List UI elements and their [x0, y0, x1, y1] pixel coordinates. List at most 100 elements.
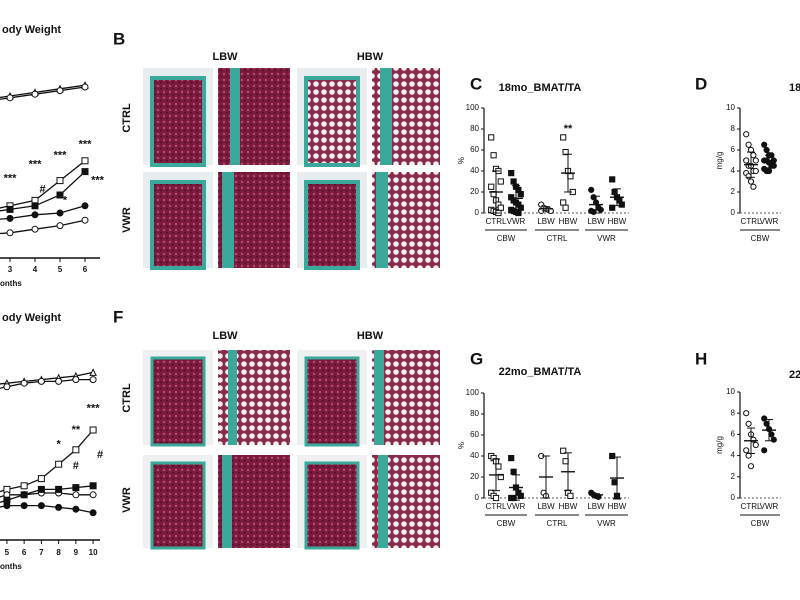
- data-point: [20, 379, 28, 387]
- chart-title: 18mo_BMAT/TA: [499, 82, 582, 94]
- data-point: [611, 188, 618, 196]
- category-label: VWR: [760, 502, 779, 511]
- data-point: [750, 152, 757, 159]
- significance-mark: *: [56, 438, 61, 450]
- row-label: CTRL: [121, 103, 133, 133]
- category-label: CTRL: [486, 502, 507, 511]
- data-point: [56, 177, 64, 185]
- data-point: [31, 90, 39, 98]
- data-point: [588, 186, 595, 193]
- data-point: [752, 157, 759, 164]
- data-point: [752, 441, 759, 449]
- column-label: HBW: [357, 51, 384, 63]
- group-label: CTRL: [547, 519, 568, 528]
- column-label: HBW: [357, 330, 384, 342]
- data-point: [37, 377, 45, 385]
- category-label: CTRL: [741, 502, 762, 511]
- panel-letter: B: [113, 29, 125, 48]
- data-point: [55, 460, 63, 468]
- x-tick-label: 5: [58, 265, 63, 274]
- y-tick-label: 6: [731, 430, 736, 439]
- data-point: [761, 141, 768, 148]
- row-label: VWR: [121, 207, 133, 233]
- data-point: [567, 492, 574, 499]
- series-line: [0, 378, 94, 389]
- data-point: [747, 178, 755, 185]
- panel-letter: F: [113, 307, 123, 326]
- significance-mark: ***: [79, 139, 93, 151]
- data-point: [56, 191, 64, 199]
- data-point: [768, 431, 775, 438]
- data-point: [6, 214, 14, 222]
- data-point: [562, 204, 569, 211]
- row-label: CTRL: [121, 383, 133, 413]
- chart-title: 18m: [789, 82, 800, 94]
- x-axis-label: onths: [0, 562, 22, 571]
- data-point: [761, 415, 768, 422]
- chart-title: 22m: [789, 369, 800, 381]
- group-label: CBW: [497, 234, 516, 243]
- y-tick-label: 0: [731, 208, 736, 217]
- y-tick-label: 80: [470, 124, 479, 133]
- data-point: [55, 485, 63, 493]
- y-axis-label: %: [457, 442, 466, 449]
- category-label: HBW: [559, 502, 578, 511]
- panel-letter: G: [470, 349, 483, 368]
- chart-title: ody Weight: [2, 24, 61, 36]
- category-label: HBW: [559, 217, 578, 226]
- group-label: CTRL: [547, 234, 568, 243]
- series-group: [0, 368, 97, 517]
- y-tick-label: 8: [731, 124, 736, 133]
- data-point: [517, 191, 524, 198]
- panel-letter: D: [695, 74, 707, 93]
- data-point: [517, 492, 524, 499]
- data-point: [3, 383, 11, 391]
- y-tick-label: 6: [731, 145, 736, 154]
- data-point: [37, 475, 45, 483]
- column-label: LBW: [212, 330, 238, 342]
- group-label: CBW: [497, 519, 516, 528]
- data-point: [492, 494, 500, 502]
- data-point: [56, 222, 64, 230]
- x-tick-label: 5: [5, 548, 10, 557]
- data-point: [89, 491, 97, 499]
- x-tick-label: 3: [8, 265, 13, 274]
- x-tick-label: 9: [74, 548, 79, 557]
- y-tick-label: 20: [470, 187, 479, 196]
- data-point: [81, 168, 89, 176]
- category-label: LBW: [537, 217, 555, 226]
- y-tick-label: 2: [731, 472, 736, 481]
- y-tick-label: 60: [470, 430, 479, 439]
- data-point: [590, 208, 597, 216]
- y-tick-label: 2: [731, 187, 736, 196]
- significance-mark: **: [72, 424, 81, 436]
- data-point: [609, 204, 616, 211]
- data-point: [81, 157, 89, 165]
- data-point: [743, 157, 750, 164]
- data-point: [510, 178, 517, 185]
- x-tick-label: 10: [89, 548, 98, 557]
- data-point: [747, 463, 755, 470]
- data-point: [765, 167, 773, 175]
- y-axis-label: mg/g: [715, 152, 724, 170]
- y-tick-label: 8: [731, 408, 736, 417]
- data-point: [31, 211, 39, 219]
- panel-letter: C: [470, 74, 482, 93]
- data-point: [37, 502, 45, 510]
- chart-title: 22mo_BMAT/TA: [499, 366, 582, 378]
- data-point: [6, 205, 14, 213]
- y-tick-label: 100: [466, 388, 480, 397]
- y-tick-label: 10: [726, 103, 735, 112]
- group-label: VWR: [597, 519, 616, 528]
- category-label: VWR: [760, 217, 779, 226]
- data-point: [490, 152, 497, 159]
- y-tick-label: 60: [470, 145, 479, 154]
- data-point: [745, 141, 752, 148]
- data-point: [562, 458, 569, 465]
- data-point: [31, 225, 39, 233]
- x-tick-label: 6: [22, 548, 27, 557]
- data-point: [20, 502, 28, 510]
- data-point: [20, 491, 28, 499]
- data-point: [618, 201, 625, 208]
